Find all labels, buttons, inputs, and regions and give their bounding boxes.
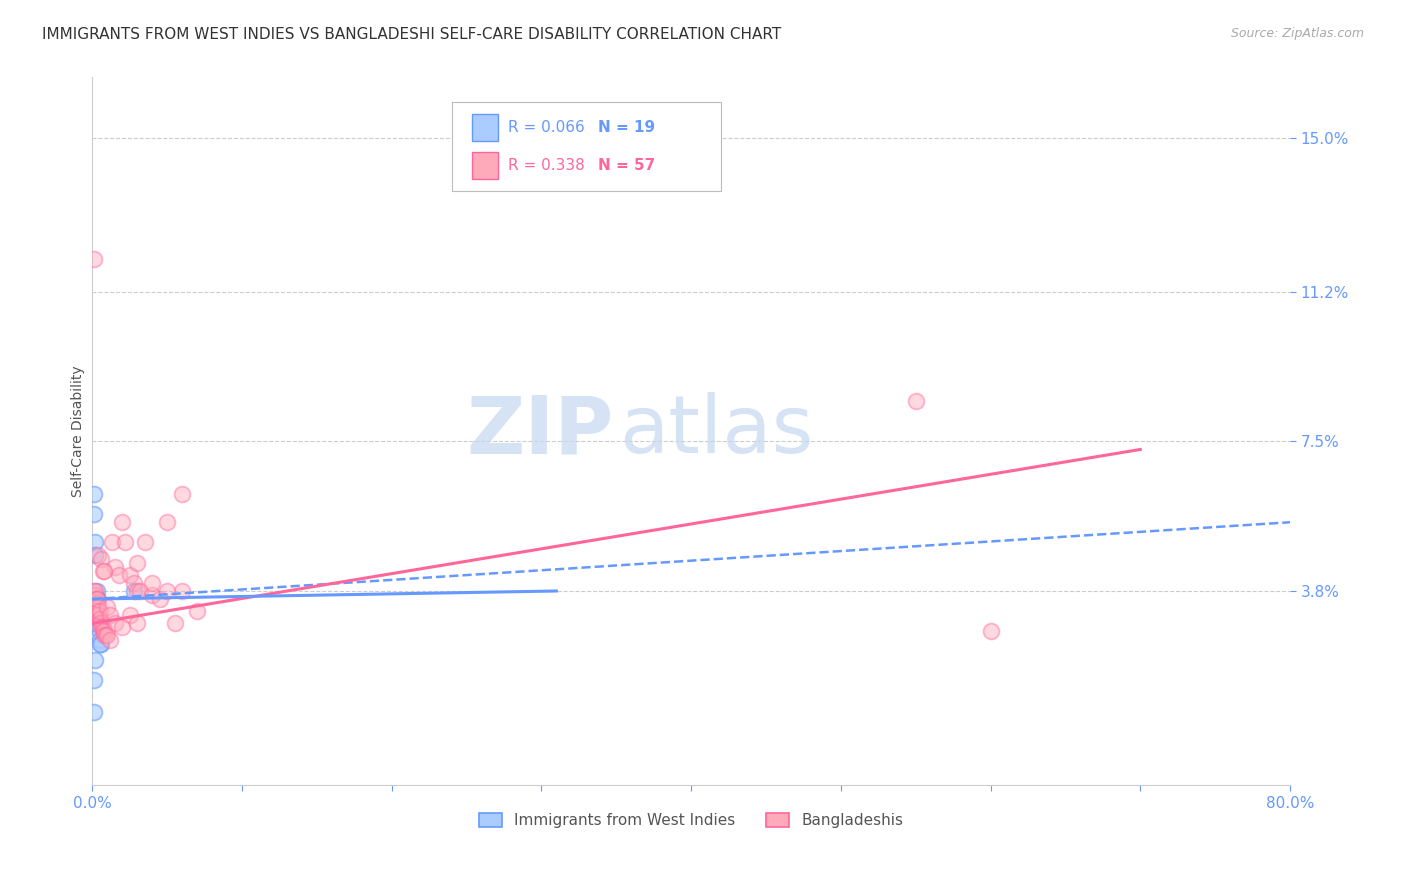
Point — [83, 673, 105, 687]
Point — [86, 592, 108, 607]
Point — [89, 616, 111, 631]
Point — [87, 612, 110, 626]
Point — [156, 515, 179, 529]
Point — [122, 584, 145, 599]
Point — [86, 584, 108, 599]
Text: ZIP: ZIP — [465, 392, 613, 470]
Point — [141, 588, 163, 602]
Point — [89, 604, 111, 618]
Point — [89, 612, 111, 626]
Point — [83, 487, 105, 501]
Point — [127, 556, 149, 570]
Point — [100, 535, 122, 549]
Point — [141, 575, 163, 590]
Bar — [472, 152, 498, 178]
Point — [83, 507, 105, 521]
Point — [94, 628, 117, 642]
Point — [904, 393, 927, 408]
Point — [89, 612, 111, 626]
Point — [90, 616, 112, 631]
Point — [84, 548, 107, 562]
Point — [91, 620, 114, 634]
Text: R = 0.338: R = 0.338 — [508, 158, 585, 173]
Point — [84, 584, 107, 599]
Point — [104, 559, 127, 574]
Point — [91, 624, 114, 639]
Point — [89, 636, 111, 650]
Point — [118, 608, 141, 623]
Point — [86, 592, 108, 607]
Point — [96, 600, 118, 615]
Point — [104, 616, 127, 631]
Point — [170, 487, 193, 501]
Legend: Immigrants from West Indies, Bangladeshis: Immigrants from West Indies, Bangladeshi… — [472, 806, 910, 834]
FancyBboxPatch shape — [451, 103, 721, 191]
Point — [163, 616, 186, 631]
Point — [980, 624, 1002, 639]
Point — [83, 706, 105, 720]
Point — [93, 624, 115, 639]
Point — [87, 616, 110, 631]
Text: Source: ZipAtlas.com: Source: ZipAtlas.com — [1230, 27, 1364, 40]
Point — [87, 592, 110, 607]
Point — [148, 592, 170, 607]
Text: R = 0.066: R = 0.066 — [508, 120, 585, 136]
Point — [90, 551, 112, 566]
Point — [186, 604, 208, 618]
Point — [86, 600, 108, 615]
Point — [134, 535, 156, 549]
Point — [87, 548, 110, 562]
Point — [93, 564, 115, 578]
Point — [90, 620, 112, 634]
Point — [96, 628, 118, 642]
Point — [87, 600, 110, 615]
Point — [87, 608, 110, 623]
Point — [83, 584, 105, 599]
Point — [111, 620, 134, 634]
Point — [129, 584, 152, 599]
Point — [122, 575, 145, 590]
Point — [86, 596, 108, 610]
Point — [93, 628, 115, 642]
Point — [89, 624, 111, 639]
Point — [84, 592, 107, 607]
Point — [156, 584, 179, 599]
Bar — [472, 114, 498, 141]
Point — [90, 636, 112, 650]
Point — [118, 567, 141, 582]
Point — [98, 632, 121, 647]
Point — [108, 567, 131, 582]
Point — [84, 616, 107, 631]
Point — [111, 515, 134, 529]
Text: N = 57: N = 57 — [598, 158, 655, 173]
Y-axis label: Self-Care Disability: Self-Care Disability — [72, 366, 86, 497]
Point — [114, 535, 136, 549]
Point — [84, 653, 107, 667]
Point — [170, 584, 193, 599]
Point — [84, 588, 107, 602]
Point — [86, 596, 108, 610]
Point — [127, 584, 149, 599]
Point — [86, 592, 108, 607]
Point — [84, 535, 107, 549]
Point — [98, 608, 121, 623]
Point — [83, 252, 105, 267]
Text: atlas: atlas — [619, 392, 814, 470]
Text: IMMIGRANTS FROM WEST INDIES VS BANGLADESHI SELF-CARE DISABILITY CORRELATION CHAR: IMMIGRANTS FROM WEST INDIES VS BANGLADES… — [42, 27, 782, 42]
Point — [87, 604, 110, 618]
Point — [91, 564, 114, 578]
Text: N = 19: N = 19 — [598, 120, 655, 136]
Point — [127, 616, 149, 631]
Point — [89, 632, 111, 647]
